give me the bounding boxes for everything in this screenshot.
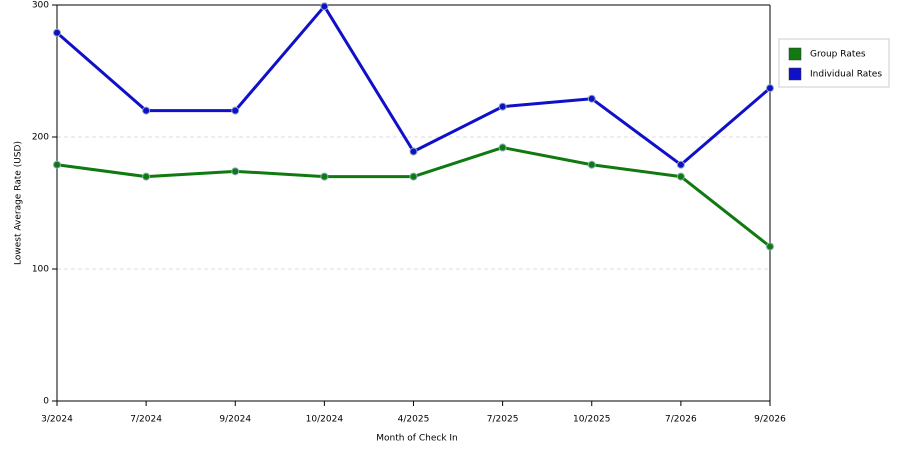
data-point [142, 172, 151, 181]
legend-label: Individual Rates [810, 70, 882, 80]
x-tick-label: 10/2024 [306, 415, 344, 425]
y-tick-label: 200 [32, 133, 49, 143]
data-point [676, 160, 685, 169]
x-tick-label: 7/2025 [487, 415, 519, 425]
x-tick-label: 7/2024 [130, 415, 162, 425]
data-point [53, 28, 61, 37]
data-point [142, 106, 151, 115]
data-point [676, 172, 685, 181]
x-tick-label: 9/2026 [754, 415, 786, 425]
data-point [498, 102, 507, 111]
data-point [409, 172, 418, 181]
data-point [320, 172, 329, 181]
series-line [56, 4, 771, 167]
x-axis-label: Month of Check In [376, 434, 458, 444]
data-point [766, 242, 774, 251]
data-point [587, 94, 596, 103]
data-point [498, 143, 507, 152]
legend-swatch [788, 47, 802, 61]
legend-label: Group Rates [810, 50, 866, 60]
data-point [587, 160, 596, 169]
data-point [409, 147, 418, 156]
data-point [53, 160, 61, 169]
y-axis-label: Lowest Average Rate (USD) [14, 141, 24, 265]
x-tick-label: 4/2025 [398, 415, 430, 425]
x-tick-label: 10/2025 [573, 415, 610, 425]
y-tick-label: 0 [43, 397, 49, 407]
series-line [56, 146, 771, 248]
x-tick-label: 3/2024 [41, 415, 73, 425]
legend-swatch [788, 67, 802, 81]
data-point [231, 106, 240, 115]
x-tick-label: 7/2026 [665, 415, 697, 425]
data-point [231, 167, 240, 176]
x-tick-label: 9/2024 [219, 415, 251, 425]
data-point [766, 84, 774, 93]
data-point [320, 2, 329, 11]
y-tick-label: 300 [32, 1, 49, 11]
y-tick-label: 100 [32, 265, 49, 275]
